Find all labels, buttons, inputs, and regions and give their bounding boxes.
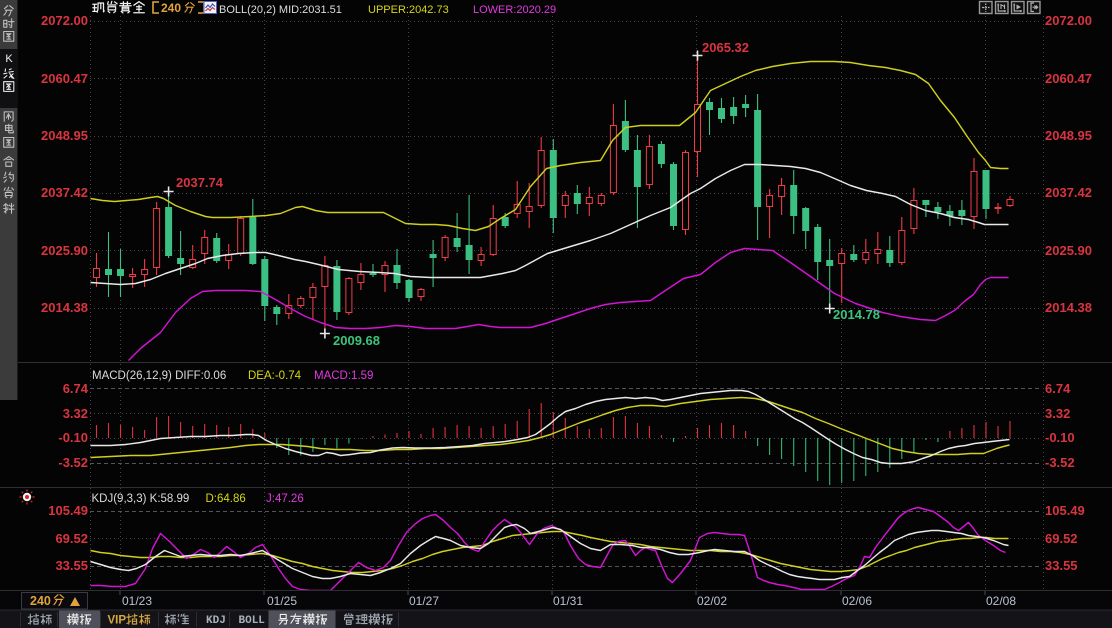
svg-text:KDJ: KDJ xyxy=(206,615,226,627)
svg-text:K: K xyxy=(5,53,13,65)
svg-text:BOLL: BOLL xyxy=(239,615,266,627)
svg-text:240: 240 xyxy=(30,594,51,608)
svg-text:VIP: VIP xyxy=(108,615,127,627)
svg-text:240: 240 xyxy=(161,1,181,15)
